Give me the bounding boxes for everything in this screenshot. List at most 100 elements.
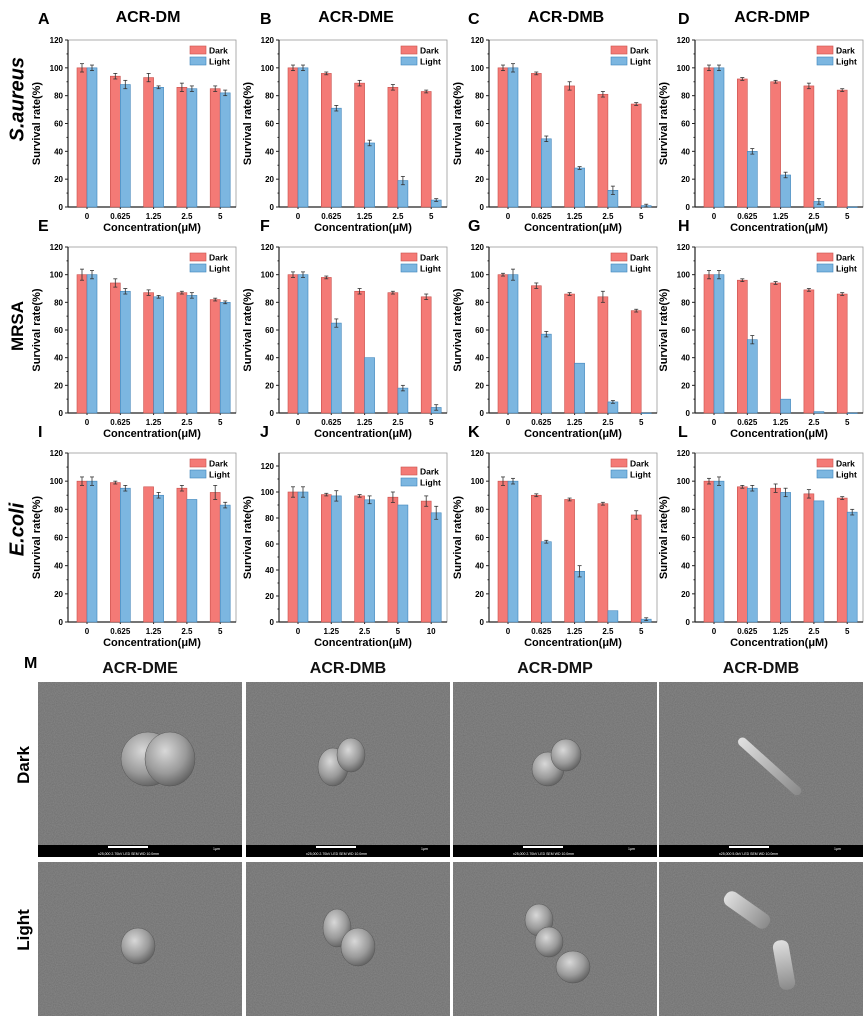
- x-tick-label: 0: [85, 418, 90, 427]
- y-tick-label: 100: [677, 64, 691, 73]
- y-tick-label: 100: [50, 271, 64, 280]
- x-tick-label: 5: [396, 627, 401, 636]
- y-tick-label: 100: [677, 477, 691, 486]
- x-tick-label: 0: [296, 418, 301, 427]
- x-axis-label: Concentration(μM): [314, 428, 412, 440]
- legend-swatch-dark: [816, 458, 834, 468]
- y-tick-label: 20: [265, 175, 274, 184]
- y-tick-label: 40: [681, 562, 690, 571]
- y-tick-label: 80: [265, 92, 274, 101]
- chart-panel-b: B ACR-DME 0 20 40 60 80 100 120 Survival rate(%) C…: [242, 9, 448, 234]
- legend-swatch-light: [610, 56, 628, 66]
- y-tick-label: 100: [261, 488, 275, 497]
- y-axis-label: Survival rate(%): [31, 82, 43, 165]
- chart-panel-h: H 0 20 40 60 80 100 120 Survival rate(%) Concentr…: [658, 218, 864, 440]
- chart-panel-i: I 0 20 40 60 80 100 120 Survival rate(%) Concentr…: [31, 424, 237, 649]
- bar-light: [364, 357, 375, 414]
- sem-column-title: ACR-DMB: [309, 660, 387, 677]
- panel-letter: E: [38, 218, 49, 235]
- x-tick-label: 1.25: [357, 418, 373, 427]
- x-tick-label: 0.625: [531, 627, 552, 636]
- legend-label: Dark: [209, 253, 228, 263]
- y-tick-label: 20: [475, 590, 484, 599]
- x-tick-label: 0.625: [110, 627, 131, 636]
- legend-label: Dark: [630, 46, 649, 56]
- y-tick-label: 40: [475, 562, 484, 571]
- y-tick-label: 80: [681, 505, 690, 514]
- x-tick-label: 0: [506, 418, 511, 427]
- x-axis-label: Concentration(μM): [524, 222, 622, 234]
- panel-letter: C: [468, 11, 480, 28]
- chart-panel-l: L 0 20 40 60 80 100 120 Survival rate(%) Concentr…: [658, 424, 864, 649]
- legend-swatch-dark: [189, 45, 207, 55]
- legend-label: Light: [209, 264, 230, 274]
- y-axis-label: Survival rate(%): [242, 496, 254, 579]
- scale-bar: [729, 846, 769, 848]
- x-axis-label: Concentration(μM): [730, 428, 828, 440]
- legend-label: Light: [209, 57, 230, 67]
- y-tick-label: 0: [59, 409, 64, 418]
- legend-swatch-light: [610, 469, 628, 479]
- legend-swatch-dark: [189, 252, 207, 262]
- x-tick-label: 1.25: [146, 212, 162, 221]
- legend-label: Dark: [420, 46, 439, 56]
- x-tick-label: 1.25: [357, 212, 373, 221]
- sem-column-title: ACR-DME: [102, 660, 178, 677]
- x-tick-label: 0.625: [737, 418, 758, 427]
- x-tick-label: 0.625: [737, 627, 758, 636]
- y-tick-label: 80: [475, 92, 484, 101]
- sem-column-title: ACR-DMP: [517, 660, 593, 677]
- sem-image-dark-1: 1μm x25,000 2.70kV LED SEM WD 10.0mm: [38, 682, 242, 857]
- x-tick-label: 1.25: [567, 418, 583, 427]
- coccus-cell: [336, 737, 366, 773]
- x-axis-label: Concentration(μM): [524, 428, 622, 440]
- y-tick-label: 120: [261, 462, 275, 471]
- scale-bar-label: 1μm: [834, 847, 841, 851]
- y-axis-label: Survival rate(%): [658, 288, 670, 371]
- y-axis-label: Survival rate(%): [452, 496, 464, 579]
- legend-label: Light: [630, 470, 651, 480]
- x-axis-label: Concentration(μM): [103, 222, 201, 234]
- x-tick-label: 0: [506, 212, 511, 221]
- legend-swatch-light: [816, 469, 834, 479]
- x-tick-label: 0.625: [321, 418, 342, 427]
- y-tick-label: 120: [261, 36, 275, 45]
- x-tick-label: 0: [712, 627, 717, 636]
- y-tick-label: 100: [677, 271, 691, 280]
- coccus-cell: [340, 927, 376, 967]
- bar-light: [397, 504, 409, 623]
- panel-letter: K: [468, 424, 480, 441]
- y-tick-label: 100: [50, 477, 64, 486]
- y-tick-label: 80: [475, 505, 484, 514]
- y-tick-label: 0: [270, 409, 275, 418]
- legend-label: Dark: [420, 253, 439, 263]
- y-tick-label: 0: [270, 618, 275, 627]
- y-tick-label: 80: [475, 298, 484, 307]
- y-tick-label: 60: [54, 326, 63, 335]
- bar-light: [846, 412, 858, 414]
- y-tick-label: 60: [475, 326, 484, 335]
- y-tick-label: 60: [475, 534, 484, 543]
- x-tick-label: 2.5: [602, 418, 614, 427]
- coccus-cell: [144, 731, 196, 787]
- panel-letter: H: [678, 218, 690, 235]
- sem-info-text: x25,000 2.70kV LED SEM WD 10.0mm: [306, 852, 367, 856]
- legend-label: Light: [836, 264, 857, 274]
- legend-label: Dark: [836, 253, 855, 263]
- x-tick-label: 5: [429, 212, 434, 221]
- legend-swatch-light: [816, 56, 834, 66]
- sem-info-bar: [38, 845, 242, 857]
- y-tick-label: 0: [59, 618, 64, 627]
- y-tick-label: 80: [54, 298, 63, 307]
- chart-title: ACR-DMP: [734, 9, 810, 26]
- y-tick-label: 40: [265, 566, 274, 575]
- chart-panel-g: G 0 20 40 60 80 100 120 Survival rate(%) Concentr…: [452, 218, 658, 440]
- x-tick-label: 1.25: [773, 212, 789, 221]
- x-tick-label: 5: [845, 627, 850, 636]
- x-tick-label: 0.625: [321, 212, 342, 221]
- panel-letter: A: [38, 11, 50, 28]
- y-tick-label: 120: [50, 36, 64, 45]
